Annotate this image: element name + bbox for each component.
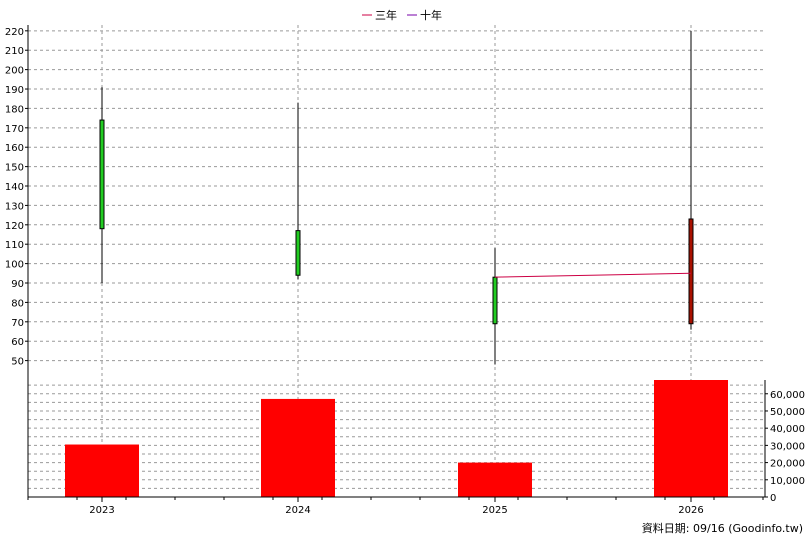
price-tick-label: 210 <box>5 46 24 57</box>
candle-body-2024 <box>295 230 301 276</box>
volume-axis-ticks: 0 10,000 20,000 30,000 40,000 50,000 60,000 <box>765 390 805 504</box>
price-tick-label: 180 <box>5 104 24 115</box>
price-tick-label: 110 <box>5 240 24 251</box>
x-tick-label-2024: 2024 <box>285 505 310 516</box>
data-date-footer: 資料日期: 09/16 (Goodinfo.tw) <box>642 521 803 535</box>
legend-label-three-year: 三年 <box>375 8 397 22</box>
price-tick-label: 190 <box>5 85 24 96</box>
series-lines <box>494 272 692 278</box>
legend-label-ten-year: 十年 <box>420 8 442 22</box>
price-tick-label: 160 <box>5 143 24 154</box>
x-tick-label-2025: 2025 <box>482 505 507 516</box>
x-tick-label-2023: 2023 <box>89 505 114 516</box>
volume-tick-label: 60,000 <box>770 390 805 401</box>
volume-bar-2026 <box>654 380 728 497</box>
volume-bar-2025 <box>458 462 532 497</box>
price-tick-label: 70 <box>11 318 24 329</box>
candle-body-2025 <box>492 276 498 325</box>
candle-body-2023 <box>99 119 105 230</box>
price-tick-label: 50 <box>11 357 24 368</box>
price-tick-label: 200 <box>5 66 24 77</box>
price-tick-label: 120 <box>5 221 24 232</box>
price-tick-label: 130 <box>5 201 24 212</box>
price-tick-label: 170 <box>5 124 24 135</box>
volume-tick-label: 30,000 <box>770 441 805 452</box>
x-axis-ticks: 2023 2024 2025 2026 <box>27 497 764 516</box>
price-tick-label: 60 <box>11 337 24 348</box>
price-tick-label: 100 <box>5 260 24 271</box>
price-tick-label: 90 <box>11 279 24 290</box>
volume-tick-label: 10,000 <box>770 476 805 487</box>
volume-grid <box>28 384 765 489</box>
legend: 三年 十年 <box>362 8 442 22</box>
volume-bar-2024 <box>261 398 335 497</box>
candles <box>99 30 694 365</box>
price-tick-label: 150 <box>5 163 24 174</box>
price-axis-ticks: 50 60 70 80 90 100 110 120 130 140 150 160 170 180 190… <box>5 27 28 368</box>
price-grid <box>28 30 765 362</box>
price-tick-label: 140 <box>5 182 24 193</box>
volume-tick-label: 40,000 <box>770 424 805 435</box>
volume-bar-2023 <box>65 444 139 497</box>
price-tick-label: 220 <box>5 27 24 38</box>
series-line-three-year <box>494 272 692 278</box>
axes <box>27 25 766 498</box>
volume-tick-label: 50,000 <box>770 407 805 418</box>
volume-tick-label: 0 <box>770 493 776 504</box>
candle-body-2026 <box>688 218 694 325</box>
volume-bars <box>65 380 728 497</box>
volume-tick-label: 20,000 <box>770 459 805 470</box>
x-tick-label-2026: 2026 <box>678 505 703 516</box>
price-tick-label: 80 <box>11 298 24 309</box>
